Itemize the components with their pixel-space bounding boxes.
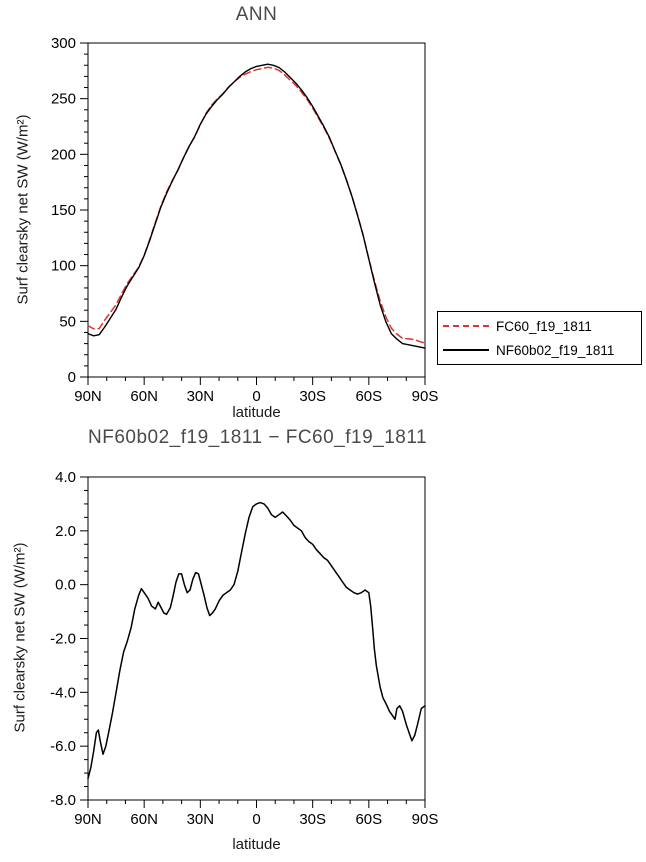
y-tick-label: 200	[51, 146, 76, 163]
y-tick-label: 0	[68, 369, 76, 386]
x-tick-label: 60N	[130, 811, 158, 828]
x-tick-label: 90N	[74, 811, 102, 828]
y-tick-label: 2.0	[55, 523, 76, 540]
bottom-x-axis-label: latitude	[232, 836, 281, 853]
y-tick-label: 100	[51, 258, 76, 275]
top-y-axis-label: Surf clearsky net SW (W/m²)	[14, 114, 32, 305]
x-tick-label: 90N	[74, 388, 102, 405]
y-tick-label: 150	[51, 202, 76, 219]
y-tick-label: -8.0	[50, 792, 76, 809]
x-tick-label: 30S	[299, 811, 326, 828]
legend-solid-black-line-sample	[443, 349, 489, 351]
x-tick-label: 30N	[187, 388, 215, 405]
top-chart-canvas: 0 50 100 150 200 250 300 90N 60N 30N 0 30S 60S 90S	[51, 35, 439, 405]
y-tick-label: 4.0	[55, 469, 76, 486]
legend-entry-nf60b02: NF60b02_f19_1811	[438, 338, 641, 362]
bottom-y-axis-label: Surf clearsky net SW (W/m²)	[11, 542, 29, 733]
x-tick-label: 60S	[355, 811, 382, 828]
y-tick-label: -2.0	[50, 631, 76, 648]
y-tick-label: 50	[59, 313, 76, 330]
plot-frame	[87, 42, 426, 378]
y-tick-label: -4.0	[50, 684, 76, 701]
x-tick-label: 60N	[130, 388, 158, 405]
x-tick-label: 0	[252, 388, 260, 405]
series-fc60-f19-1811	[87, 66, 426, 344]
series-nf60b02-f19-1811	[87, 63, 426, 349]
x-tick-label: 60S	[355, 388, 382, 405]
top-chart-title: ANN	[235, 4, 278, 25]
plot-frame	[87, 476, 426, 801]
top-x-axis-label: latitude	[232, 404, 281, 421]
legend-dashed-red-line-sample	[443, 325, 489, 327]
legend-label-fc60: FC60_f19_1811	[496, 318, 592, 334]
y-tick-label: 300	[51, 35, 76, 52]
bottom-chart-title: NF60b02_f19_1811 − FC60_f19_1811	[88, 427, 428, 448]
series-difference	[87, 501, 426, 780]
bottom-chart-canvas: -8.0 -6.0 -4.0 -2.0 0.0 2.0 4.0 90N 60N 30N 0 30S 60…	[50, 469, 439, 828]
y-tick-label: 250	[51, 91, 76, 108]
legend-box: FC60_f19_1811 NF60b02_f19_1811	[437, 311, 642, 365]
legend-label-nf60b02: NF60b02_f19_1811	[496, 342, 615, 358]
y-tick-label: 0.0	[55, 577, 76, 594]
x-tick-label: 30S	[299, 388, 326, 405]
x-tick-label: 0	[252, 811, 260, 828]
x-tick-label: 30N	[187, 811, 215, 828]
legend-entry-fc60: FC60_f19_1811	[438, 314, 641, 338]
x-tick-label: 90S	[412, 811, 439, 828]
x-tick-label: 90S	[412, 388, 439, 405]
y-tick-label: -6.0	[50, 738, 76, 755]
